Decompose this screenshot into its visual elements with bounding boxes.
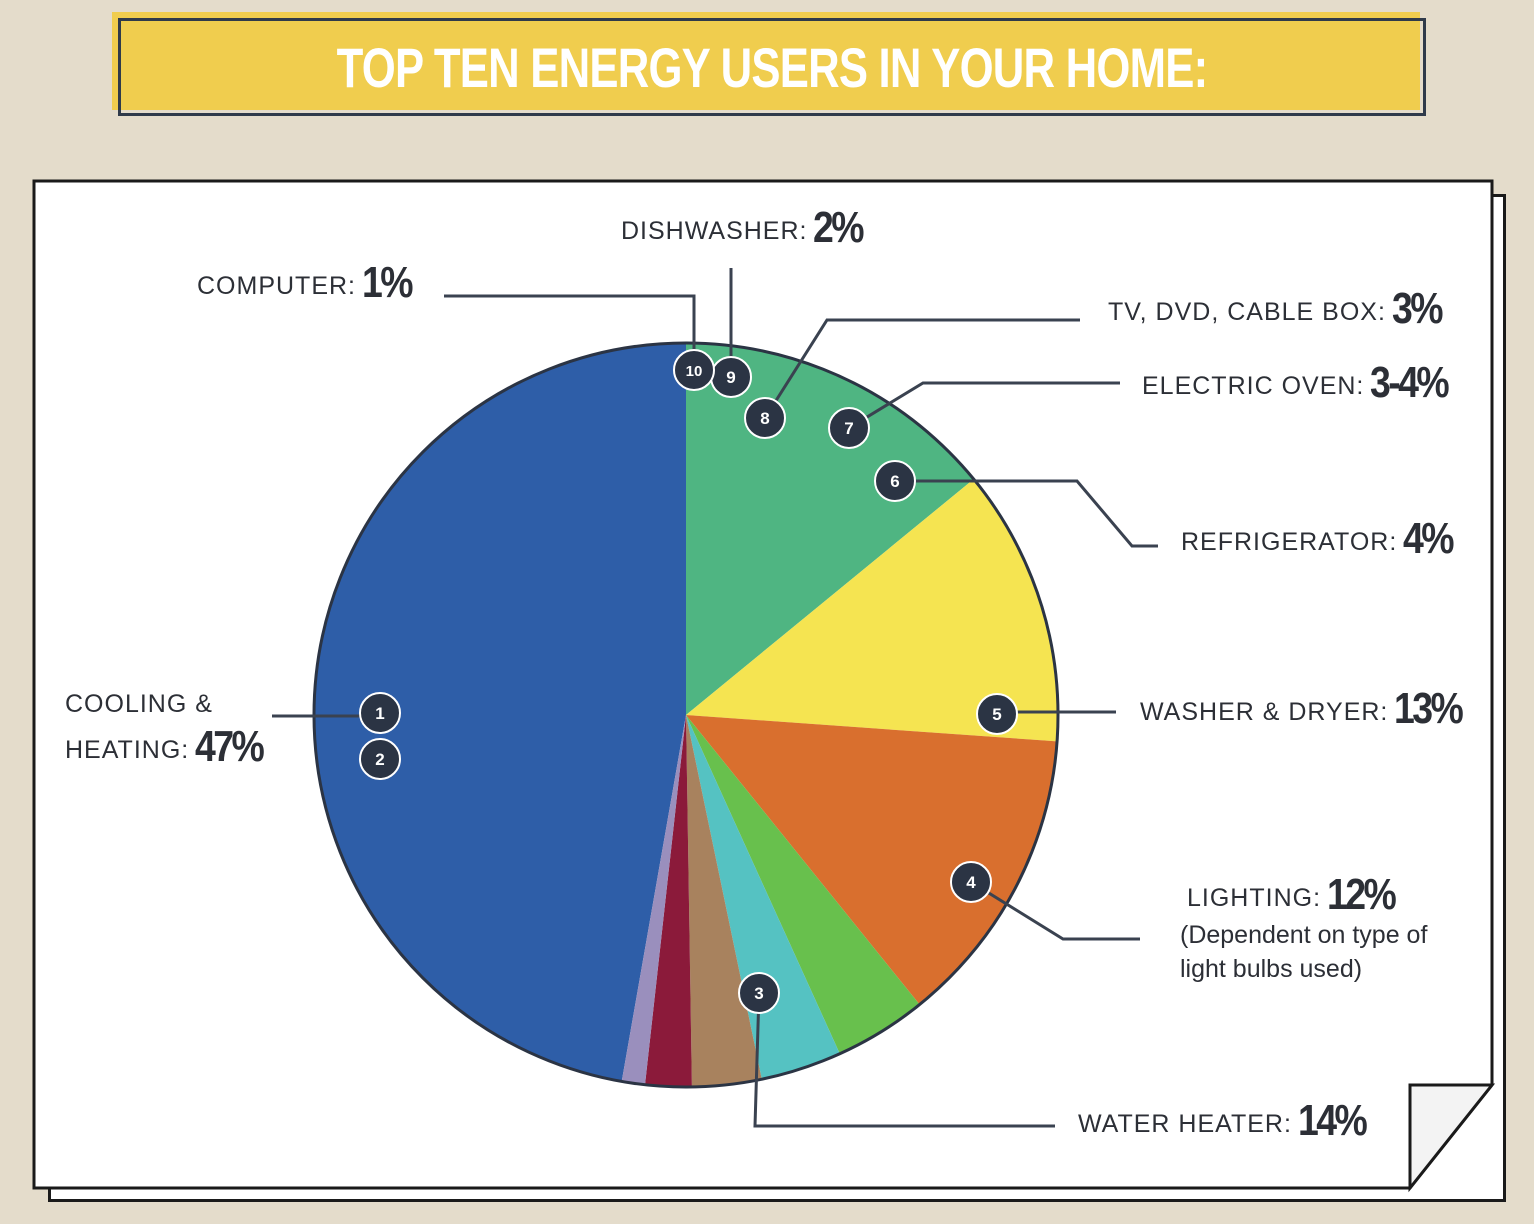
pie-slice-7 xyxy=(686,715,840,1080)
leader-line-refrigerator xyxy=(895,479,1158,548)
label-dishwasher: DISHWASHER: 2% xyxy=(621,203,871,253)
slice-marker-10: 10 xyxy=(673,349,715,391)
slice-marker-number: 4 xyxy=(966,873,976,892)
label-washer-name: WASHER & DRYER: xyxy=(1140,698,1389,726)
label-oven: ELECTRIC OVEN: 3-4% xyxy=(1142,358,1461,408)
label-dishwasher-name: DISHWASHER: xyxy=(621,217,808,245)
pie-slice-9 xyxy=(645,715,692,1088)
label-refrigerator-value: 4% xyxy=(1403,514,1454,563)
slice-marker-8: 8 xyxy=(744,397,786,439)
label-tv: TV, DVD, CABLE BOX: 3% xyxy=(1108,284,1449,334)
chart-title: TOP TEN ENERGY USERS IN YOUR HOME: xyxy=(336,35,1208,99)
slice-marker-circle xyxy=(950,861,992,903)
slice-marker-6: 6 xyxy=(874,460,916,502)
slice-marker-circle xyxy=(874,460,916,502)
slice-marker-number: 7 xyxy=(844,419,853,438)
slice-marker-number: 6 xyxy=(890,472,899,491)
slice-marker-9: 9 xyxy=(710,356,752,398)
slice-marker-number: 3 xyxy=(754,984,763,1003)
slice-marker-7: 7 xyxy=(828,407,870,449)
label-cooling-line1: COOLING & xyxy=(65,690,213,718)
slice-marker-circle xyxy=(744,397,786,439)
label-washer: WASHER & DRYER: 13% xyxy=(1140,684,1473,734)
paper-curl xyxy=(1408,1083,1496,1193)
label-computer-value: 1% xyxy=(362,258,413,307)
label-tv-value: 3% xyxy=(1391,284,1443,333)
pie-slice-5 xyxy=(686,715,1058,1005)
label-computer-name: COMPUTER: xyxy=(197,272,356,300)
label-dishwasher-value: 2% xyxy=(813,203,864,252)
label-cooling-value: 47% xyxy=(195,722,265,771)
leader-line-oven xyxy=(848,381,1120,430)
label-lighting-note-2: light bulbs used) xyxy=(1180,955,1363,983)
slice-marker-number: 5 xyxy=(992,705,1001,724)
label-water-heater-name: WATER HEATER: xyxy=(1078,1110,1292,1138)
label-cooling-2: HEATING: 47% xyxy=(65,722,274,772)
pie-slices xyxy=(312,341,1060,1089)
leader-line-computer xyxy=(444,294,696,370)
slice-marker-1: 1 xyxy=(359,692,401,734)
slice-marker-number: 1 xyxy=(375,704,384,723)
label-cooling-line2: HEATING: xyxy=(65,736,190,764)
label-refrigerator: REFRIGERATOR: 4% xyxy=(1181,514,1461,564)
pie-slice-4 xyxy=(686,479,1059,742)
slice-marker-number: 8 xyxy=(760,409,769,428)
leader-line-water-heater xyxy=(753,992,1055,1128)
label-oven-value: 3-4% xyxy=(1370,358,1450,407)
slice-marker-circle xyxy=(976,693,1018,735)
label-refrigerator-name: REFRIGERATOR: xyxy=(1181,528,1398,556)
slice-marker-circle xyxy=(738,972,780,1014)
pie-slice-1 xyxy=(314,343,686,1082)
slice-marker-number: 9 xyxy=(726,368,735,387)
slice-marker-number: 2 xyxy=(375,750,384,769)
title-banner-border xyxy=(118,18,1426,116)
slice-marker-circle xyxy=(828,407,870,449)
label-computer: COMPUTER: 1% xyxy=(197,258,420,308)
slice-marker-4: 4 xyxy=(950,861,992,903)
slice-marker-3: 3 xyxy=(738,972,780,1014)
leader-line-tv xyxy=(763,318,1080,419)
slice-marker-circle xyxy=(359,738,401,780)
label-washer-value: 13% xyxy=(1394,684,1464,733)
title-banner-background xyxy=(112,12,1420,110)
slice-markers: 1 2 3 4 5 6 7 8 9 10 xyxy=(359,349,1018,1014)
label-oven-name: ELECTRIC OVEN: xyxy=(1142,372,1365,400)
label-lighting-value: 12% xyxy=(1327,870,1397,919)
label-lighting-note-1: (Dependent on type of xyxy=(1180,921,1428,949)
pie-slice-6 xyxy=(686,715,920,1054)
slice-marker-5: 5 xyxy=(976,693,1018,735)
pie-slice-10 xyxy=(621,715,686,1085)
label-lighting: LIGHTING: 12% xyxy=(1187,870,1406,920)
label-tv-name: TV, DVD, CABLE BOX: xyxy=(1108,298,1386,326)
label-water-heater-value: 14% xyxy=(1297,1096,1368,1145)
leader-line-lighting xyxy=(970,880,1140,941)
label-lighting-name: LIGHTING: xyxy=(1187,884,1322,912)
slice-marker-circle xyxy=(359,692,401,734)
slice-marker-circle xyxy=(673,349,715,391)
slice-marker-number: 10 xyxy=(686,363,703,380)
slice-marker-2: 2 xyxy=(359,738,401,780)
label-water-heater: WATER HEATER: 14% xyxy=(1078,1096,1377,1146)
label-cooling: COOLING & xyxy=(65,690,213,719)
